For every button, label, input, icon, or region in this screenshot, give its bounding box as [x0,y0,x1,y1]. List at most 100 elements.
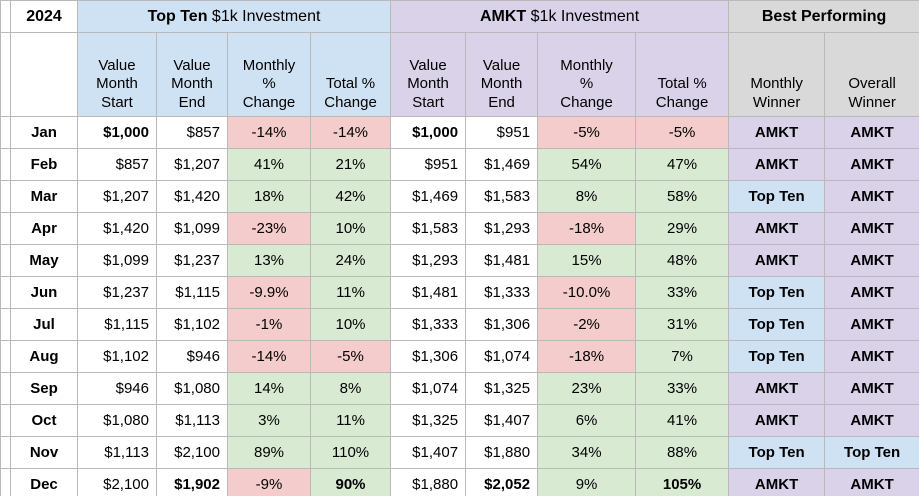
cell-currency[interactable]: $2,100 [156,436,228,469]
cell-currency[interactable]: $1,237 [156,244,228,277]
cell-month[interactable]: Feb [10,148,78,181]
cell-currency[interactable]: $1,880 [465,436,539,469]
cell-currency[interactable]: $1,115 [77,308,157,341]
col-header-amkt-value-month-start[interactable]: Value Month Start [390,32,467,117]
group-header-best-performing[interactable]: Best Performing [728,0,919,33]
cell-month[interactable]: Apr [10,212,78,245]
cell-currency[interactable]: $1,325 [390,404,467,437]
cell-percent[interactable]: 47% [635,148,730,181]
cell-currency[interactable]: $1,080 [77,404,157,437]
cell-percent[interactable]: -9.9% [227,276,311,309]
cell-monthly-winner[interactable]: Top Ten [728,180,826,213]
cell-percent[interactable]: 21% [309,148,392,181]
cell-currency[interactable]: $857 [77,148,157,181]
cell-percent[interactable]: 105% [635,468,730,496]
cell-percent[interactable]: 7% [635,340,730,373]
col-header-topten-monthly-change[interactable]: Monthly % Change [227,32,311,117]
cell-currency[interactable]: $1,420 [77,212,157,245]
cell-monthly-winner[interactable]: AMKT [728,244,826,277]
cell-currency[interactable]: $1,583 [390,212,467,245]
cell-currency[interactable]: $1,115 [156,276,228,309]
cell-percent[interactable]: 9% [537,468,637,496]
cell-percent[interactable]: -2% [537,308,637,341]
cell-percent[interactable]: -18% [537,212,637,245]
cell-currency[interactable]: $1,293 [465,212,539,245]
cell-percent[interactable]: -5% [309,340,392,373]
cell-currency[interactable]: $2,100 [77,468,157,496]
cell-month[interactable]: Aug [10,340,78,373]
cell-percent[interactable]: 88% [635,436,730,469]
cell-percent[interactable]: 14% [227,372,311,405]
cell-overall-winner[interactable]: Top Ten [824,436,919,469]
cell-month[interactable]: Jan [10,116,78,149]
cell-percent[interactable]: 10% [309,212,392,245]
cell-monthly-winner[interactable]: AMKT [728,212,826,245]
cell-percent[interactable]: -14% [309,116,392,149]
cell-percent[interactable]: 29% [635,212,730,245]
cell-monthly-winner[interactable]: Top Ten [728,436,826,469]
cell-month[interactable]: May [10,244,78,277]
group-header-amkt[interactable]: AMKT $1k Investment [390,0,730,33]
cell-percent[interactable]: 31% [635,308,730,341]
cell-monthly-winner[interactable]: AMKT [728,372,826,405]
cell-overall-winner[interactable]: AMKT [824,372,919,405]
cell-currency[interactable]: $1,102 [156,308,228,341]
cell-month[interactable]: Jun [10,276,78,309]
cell-percent[interactable]: 24% [309,244,392,277]
cell-month[interactable]: Mar [10,180,78,213]
cell-currency[interactable]: $857 [156,116,228,149]
cell-month[interactable]: Nov [10,436,78,469]
cell-monthly-winner[interactable]: AMKT [728,116,826,149]
cell-percent[interactable]: 48% [635,244,730,277]
cell-percent[interactable]: 41% [635,404,730,437]
cell-monthly-winner[interactable]: AMKT [728,148,826,181]
cell-percent[interactable]: -18% [537,340,637,373]
cell-currency[interactable]: $1,880 [390,468,467,496]
cell-monthly-winner[interactable]: Top Ten [728,276,826,309]
cell-currency[interactable]: $1,080 [156,372,228,405]
cell-percent[interactable]: -5% [537,116,637,149]
col-header-topten-total-change[interactable]: Total % Change [309,32,392,117]
cell-percent[interactable]: 18% [227,180,311,213]
cell-overall-winner[interactable]: AMKT [824,404,919,437]
cell-currency[interactable]: $1,237 [77,276,157,309]
cell-percent[interactable]: 8% [537,180,637,213]
cell-currency[interactable]: $1,306 [390,340,467,373]
cell-currency[interactable]: $1,306 [465,308,539,341]
col-header-overall-winner[interactable]: Overall Winner [824,32,919,117]
cell-percent[interactable]: -10.0% [537,276,637,309]
cell-month[interactable]: Jul [10,308,78,341]
col-header-topten-value-month-end[interactable]: Value Month End [156,32,228,117]
cell-overall-winner[interactable]: AMKT [824,308,919,341]
year-cell[interactable]: 2024 [10,0,78,33]
cell-percent[interactable]: 11% [309,404,392,437]
cell-currency[interactable]: $1,407 [390,436,467,469]
cell-currency[interactable]: $1,481 [465,244,539,277]
cell-currency[interactable]: $946 [156,340,228,373]
cell-percent[interactable]: -1% [227,308,311,341]
cell-month[interactable]: Oct [10,404,78,437]
cell-currency[interactable]: $1,113 [156,404,228,437]
cell-currency[interactable]: $1,207 [156,148,228,181]
cell-currency[interactable]: $1,469 [390,180,467,213]
cell-overall-winner[interactable]: AMKT [824,116,919,149]
cell-overall-winner[interactable]: AMKT [824,148,919,181]
cell-monthly-winner[interactable]: Top Ten [728,340,826,373]
cell-percent[interactable]: 90% [309,468,392,496]
cell-percent[interactable]: -9% [227,468,311,496]
cell-percent[interactable]: 6% [537,404,637,437]
cell-overall-winner[interactable]: AMKT [824,212,919,245]
cell-month[interactable]: Dec [10,468,78,496]
cell-currency[interactable]: $1,333 [390,308,467,341]
cell-percent[interactable]: -5% [635,116,730,149]
cell-currency[interactable]: $1,074 [390,372,467,405]
cell-percent[interactable]: 11% [309,276,392,309]
cell-currency[interactable]: $1,902 [156,468,228,496]
cell-percent[interactable]: 34% [537,436,637,469]
cell-percent[interactable]: 23% [537,372,637,405]
cell-month[interactable]: Sep [10,372,78,405]
cell-percent[interactable]: 3% [227,404,311,437]
cell-percent[interactable]: 8% [309,372,392,405]
cell-percent[interactable]: 10% [309,308,392,341]
cell-overall-winner[interactable]: AMKT [824,340,919,373]
